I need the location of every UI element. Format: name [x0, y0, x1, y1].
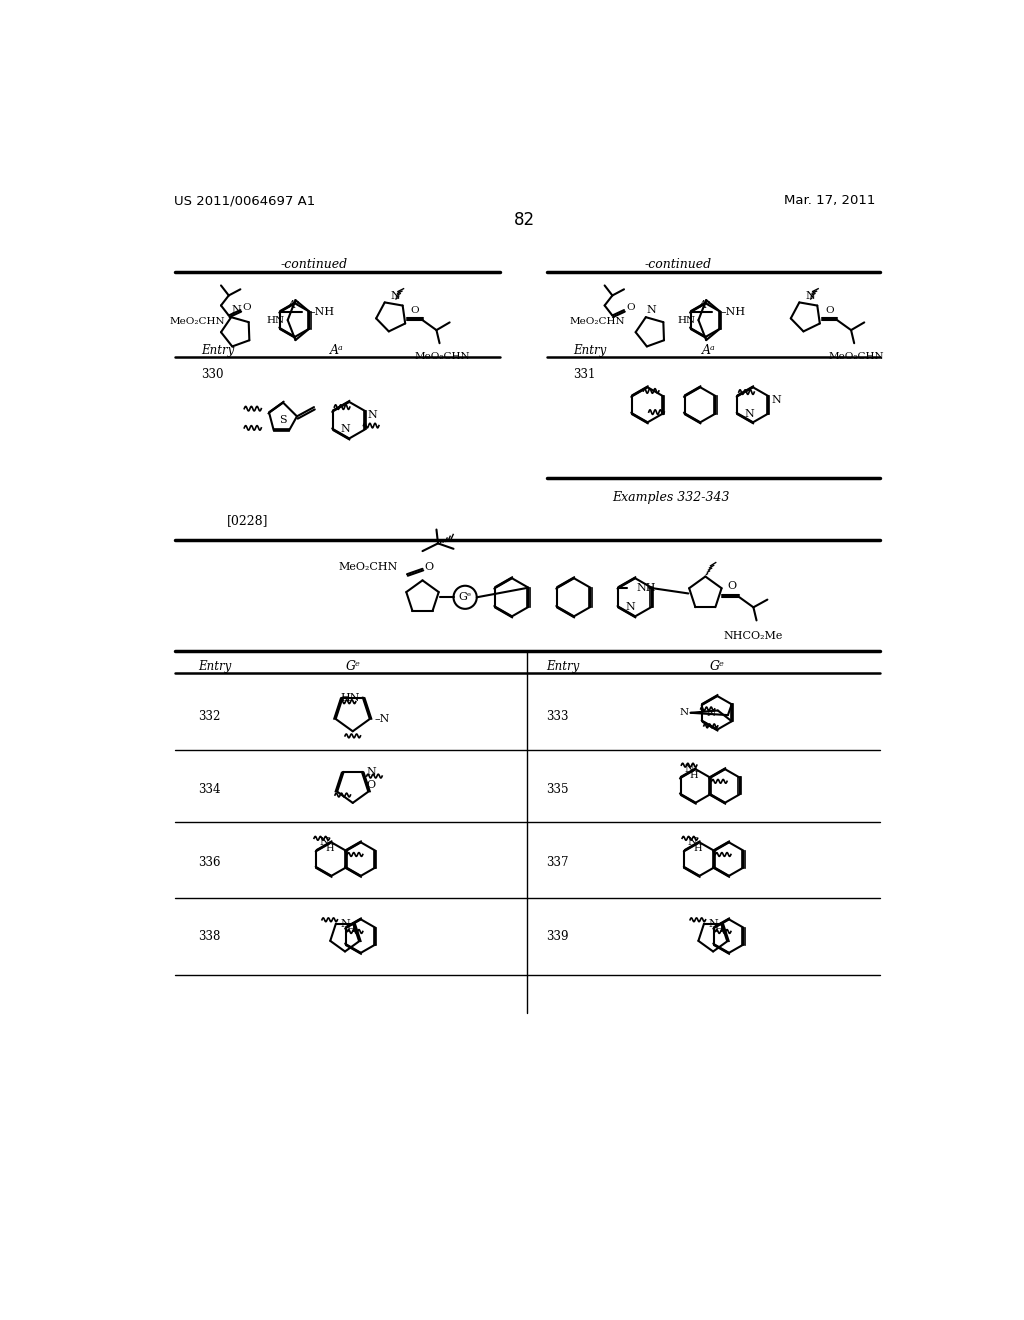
Text: N: N — [745, 409, 755, 418]
Text: MeO₂CHN: MeO₂CHN — [339, 561, 398, 572]
Text: O: O — [424, 561, 433, 572]
Text: Aᵃ: Aᵃ — [288, 301, 300, 310]
Text: N: N — [688, 837, 697, 847]
Text: -continued: -continued — [645, 259, 712, 271]
Text: –N: –N — [375, 714, 390, 723]
Text: –NH: –NH — [309, 306, 335, 317]
Text: Gᵉ: Gᵉ — [710, 660, 724, 673]
Text: O: O — [825, 306, 834, 314]
Text: Entry: Entry — [547, 660, 580, 673]
Text: O: O — [626, 304, 635, 313]
Text: NHCO₂Me: NHCO₂Me — [724, 631, 783, 640]
Text: N: N — [626, 602, 636, 612]
Text: S: S — [280, 416, 287, 425]
Text: HN: HN — [266, 315, 285, 325]
Text: N: N — [319, 837, 330, 847]
Text: [0228]: [0228] — [227, 513, 269, 527]
Text: 339: 339 — [547, 929, 569, 942]
Text: Gᵉ: Gᵉ — [459, 593, 472, 602]
Text: Mar. 17, 2011: Mar. 17, 2011 — [783, 194, 876, 207]
Text: MeO₂CHN: MeO₂CHN — [569, 317, 625, 326]
Text: 82: 82 — [514, 211, 536, 228]
Text: N: N — [707, 709, 716, 718]
Text: Entry: Entry — [573, 345, 607, 358]
Text: Aᵃ: Aᵃ — [698, 301, 711, 310]
Text: Examples 332-343: Examples 332-343 — [611, 491, 729, 504]
Text: N: N — [368, 409, 377, 420]
Text: US 2011/0064697 A1: US 2011/0064697 A1 — [174, 194, 315, 207]
Text: O: O — [727, 581, 736, 591]
Text: N: N — [772, 395, 781, 405]
Text: 335: 335 — [547, 783, 569, 796]
Text: Gᵉ: Gᵉ — [345, 660, 360, 673]
Text: N: N — [341, 425, 350, 434]
Text: 337: 337 — [547, 857, 569, 870]
Text: O: O — [411, 306, 419, 314]
Text: –NH: –NH — [720, 306, 745, 317]
Text: 338: 338 — [198, 929, 220, 942]
Text: O: O — [366, 780, 375, 791]
Text: Entry: Entry — [202, 345, 234, 358]
Text: H: H — [326, 843, 334, 853]
Text: 330: 330 — [202, 367, 224, 380]
Text: 336: 336 — [198, 857, 220, 870]
Text: H: H — [714, 925, 723, 935]
Text: MeO₂CHN: MeO₂CHN — [828, 352, 885, 360]
Text: 334: 334 — [198, 783, 220, 796]
Text: NH: NH — [637, 582, 656, 593]
Text: N: N — [646, 305, 656, 315]
Text: 333: 333 — [547, 710, 569, 723]
Text: N: N — [684, 764, 693, 774]
Text: 332: 332 — [198, 710, 220, 723]
Text: N: N — [390, 292, 400, 301]
Text: 331: 331 — [573, 367, 596, 380]
Text: H: H — [689, 771, 698, 780]
Text: MeO₂CHN: MeO₂CHN — [170, 317, 225, 326]
Text: N: N — [805, 292, 815, 301]
Text: Aᵃ: Aᵃ — [702, 345, 716, 358]
Text: HN: HN — [677, 315, 695, 325]
Text: HN: HN — [340, 693, 359, 702]
Text: N: N — [341, 919, 350, 929]
Text: H: H — [693, 843, 701, 853]
Text: N: N — [679, 708, 688, 717]
Text: N: N — [709, 919, 719, 929]
Text: N: N — [367, 767, 377, 777]
Text: Entry: Entry — [198, 660, 231, 673]
Text: Aᵃ: Aᵃ — [331, 345, 344, 358]
Text: -continued: -continued — [281, 259, 347, 271]
Text: MeO₂CHN: MeO₂CHN — [414, 352, 470, 360]
Text: N: N — [231, 305, 242, 315]
Text: O: O — [243, 304, 251, 313]
Text: H: H — [346, 925, 354, 935]
